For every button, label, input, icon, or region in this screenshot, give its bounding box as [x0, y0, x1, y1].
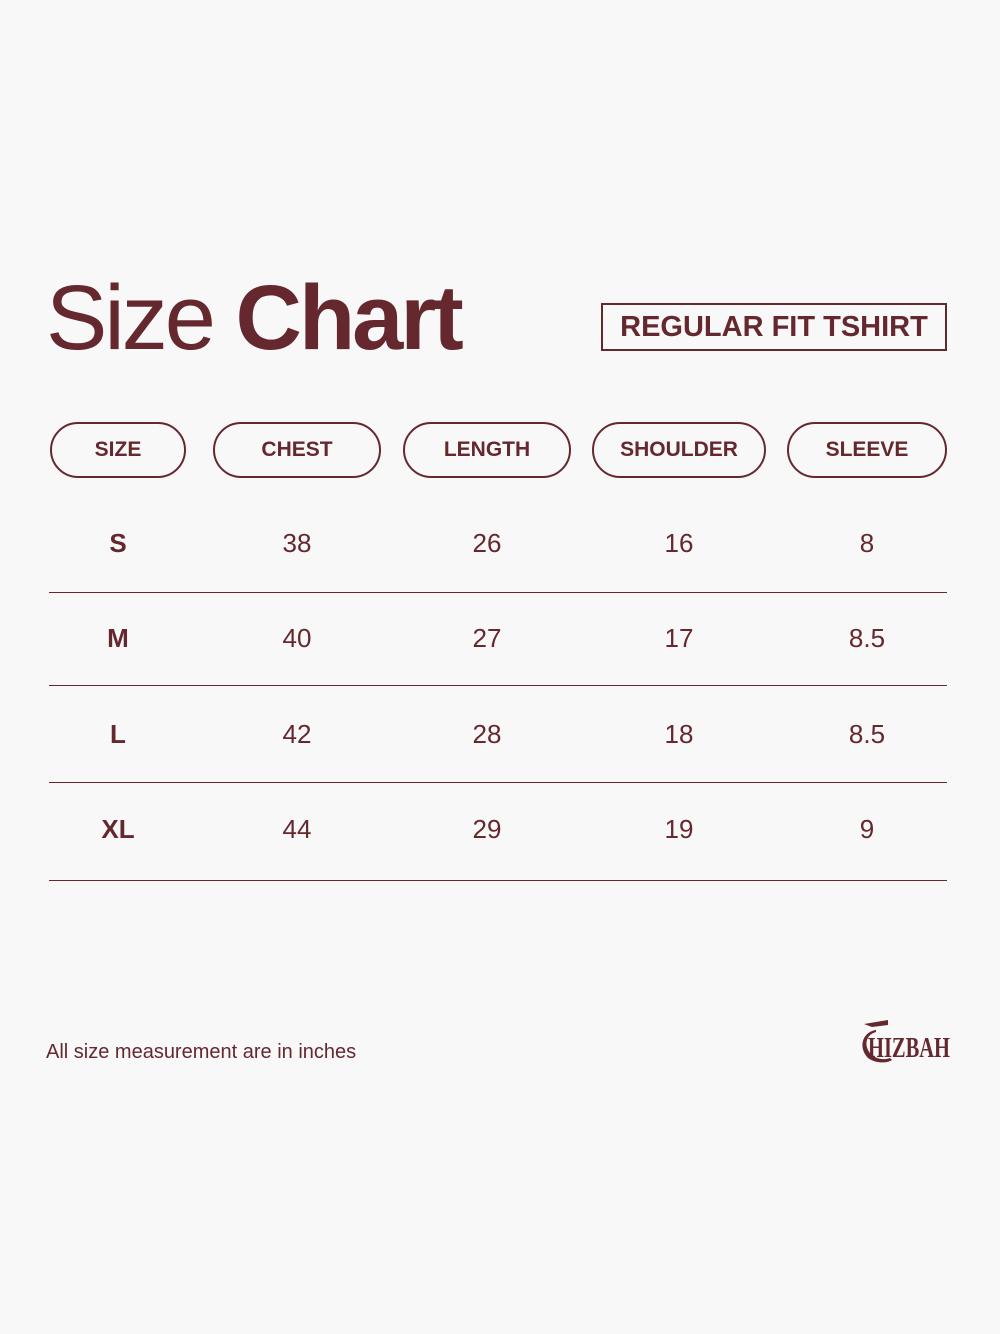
size-label: M [107, 623, 129, 653]
table-cell: 8.5 [848, 719, 886, 749]
table-cell: 44 [282, 814, 312, 844]
size-label: S [109, 528, 127, 558]
table-cell: 27 [472, 623, 502, 653]
brand-logo: HIZBAH [858, 1018, 952, 1071]
table-cell: 29 [472, 814, 502, 844]
column-header-chest: CHEST [213, 422, 381, 478]
row-divider [49, 592, 947, 593]
size-label: L [110, 719, 126, 749]
table-cell: 26 [472, 528, 502, 558]
column-header-length: LENGTH [403, 422, 571, 478]
column-header-size: SIZE [50, 422, 186, 478]
table-cell: 40 [282, 623, 312, 653]
column-header-shoulder: SHOULDER [592, 422, 766, 478]
row-divider [49, 880, 947, 881]
table-cell: 8.5 [848, 623, 886, 653]
fit-type-badge: REGULAR FIT TSHIRT [601, 303, 947, 351]
table-cell: 18 [664, 719, 694, 749]
table-cell: 8 [859, 528, 875, 558]
measurement-note: All size measurement are in inches [46, 1041, 357, 1063]
table-cell: 9 [859, 814, 875, 844]
table-cell: 16 [664, 528, 694, 558]
row-divider [49, 685, 947, 686]
table-cell: 38 [282, 528, 312, 558]
table-cell: 17 [664, 623, 694, 653]
table-cell: 42 [282, 719, 312, 749]
table-cell: 28 [472, 719, 502, 749]
size-label: XL [101, 814, 135, 844]
page-title: Size Chart [46, 267, 464, 369]
brand-logo-text: HIZBAH [868, 1033, 950, 1064]
table-cell: 19 [664, 814, 694, 844]
row-divider [49, 782, 947, 783]
column-header-sleeve: SLEEVE [787, 422, 947, 478]
